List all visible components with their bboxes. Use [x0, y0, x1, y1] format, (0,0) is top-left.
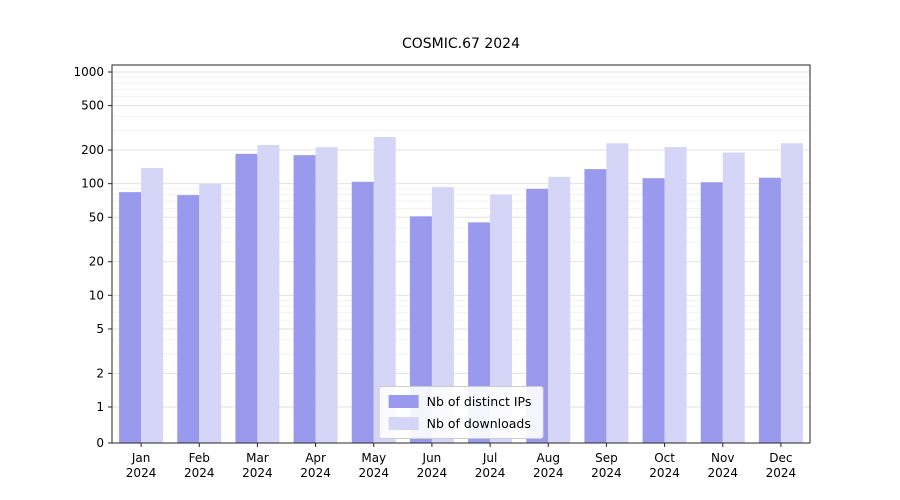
y-tick-label: 1 — [96, 400, 104, 414]
legend-label-ips: Nb of distinct IPs — [426, 394, 532, 409]
bar-distinct-ips — [235, 153, 258, 443]
chart-legend: Nb of distinct IPs Nb of downloads — [378, 386, 544, 439]
x-tick-label-year: 2024 — [533, 466, 564, 480]
x-tick-label-year: 2024 — [184, 466, 215, 480]
bar-distinct-ips — [293, 155, 316, 443]
x-tick-label-month: Jul — [482, 451, 497, 465]
x-tick-label-year: 2024 — [707, 466, 738, 480]
plot-border — [111, 64, 811, 444]
bar-distinct-ips — [526, 188, 549, 443]
x-tick-label-month: Oct — [654, 451, 675, 465]
x-tick-label-month: Jun — [422, 451, 442, 465]
x-tick-label-year: 2024 — [649, 466, 680, 480]
bar-downloads — [373, 136, 396, 443]
bar-downloads — [199, 183, 222, 443]
x-tick-label-month: May — [361, 451, 386, 465]
y-tick-label: 100 — [81, 177, 104, 191]
bar-downloads — [780, 143, 803, 443]
bar-downloads — [431, 187, 454, 443]
x-tick-label-year: 2024 — [475, 466, 506, 480]
bar-downloads — [664, 146, 687, 443]
legend-entry-ips: Nb of distinct IPs — [388, 394, 532, 409]
bar-distinct-ips — [177, 195, 200, 443]
y-tick-label: 20 — [89, 255, 104, 269]
y-tick-label: 10 — [89, 288, 104, 302]
y-tick-label: 500 — [81, 99, 104, 113]
y-tick-label: 200 — [81, 143, 104, 157]
x-tick-label-year: 2024 — [591, 466, 622, 480]
y-tick-label: 5 — [96, 322, 104, 336]
x-tick-label-year: 2024 — [417, 466, 448, 480]
legend-label-downloads: Nb of downloads — [426, 416, 531, 431]
chart-title: COSMIC.67 2024 — [401, 36, 520, 52]
x-tick-label-year: 2024 — [126, 466, 157, 480]
y-tick-label: 0 — [96, 436, 104, 450]
x-tick-label-year: 2024 — [300, 466, 331, 480]
bar-downloads — [490, 194, 513, 443]
x-tick-label-month: Feb — [189, 451, 210, 465]
x-tick-label-month: Aug — [537, 451, 560, 465]
x-tick-label-month: Dec — [769, 451, 792, 465]
x-tick-label-month: Nov — [711, 451, 734, 465]
bar-downloads — [141, 168, 164, 444]
x-tick-label-month: Jan — [131, 451, 151, 465]
legend-swatch-downloads — [388, 417, 419, 430]
y-tick-label: 2 — [96, 366, 104, 380]
y-tick-label: 50 — [89, 210, 104, 224]
x-tick-label-year: 2024 — [766, 466, 797, 480]
bar-distinct-ips — [119, 192, 142, 443]
y-tick-label: 1000 — [73, 65, 104, 79]
x-tick-label-year: 2024 — [242, 466, 273, 480]
bar-downloads — [722, 152, 745, 443]
bar-downloads — [315, 147, 338, 443]
legend-entry-downloads: Nb of downloads — [388, 416, 532, 431]
bar-distinct-ips — [758, 177, 781, 444]
bar-downloads — [257, 144, 280, 443]
bar-distinct-ips — [351, 181, 374, 443]
x-tick-label-month: Mar — [246, 451, 269, 465]
bar-distinct-ips — [700, 182, 723, 444]
bar-distinct-ips — [642, 178, 665, 443]
legend-swatch-ips — [388, 395, 419, 408]
bar-distinct-ips — [584, 169, 607, 443]
x-tick-label-month: Sep — [595, 451, 618, 465]
bar-downloads — [548, 176, 571, 444]
x-tick-label-month: Apr — [305, 451, 326, 465]
bar-downloads — [606, 143, 629, 443]
x-tick-label-year: 2024 — [358, 466, 389, 480]
